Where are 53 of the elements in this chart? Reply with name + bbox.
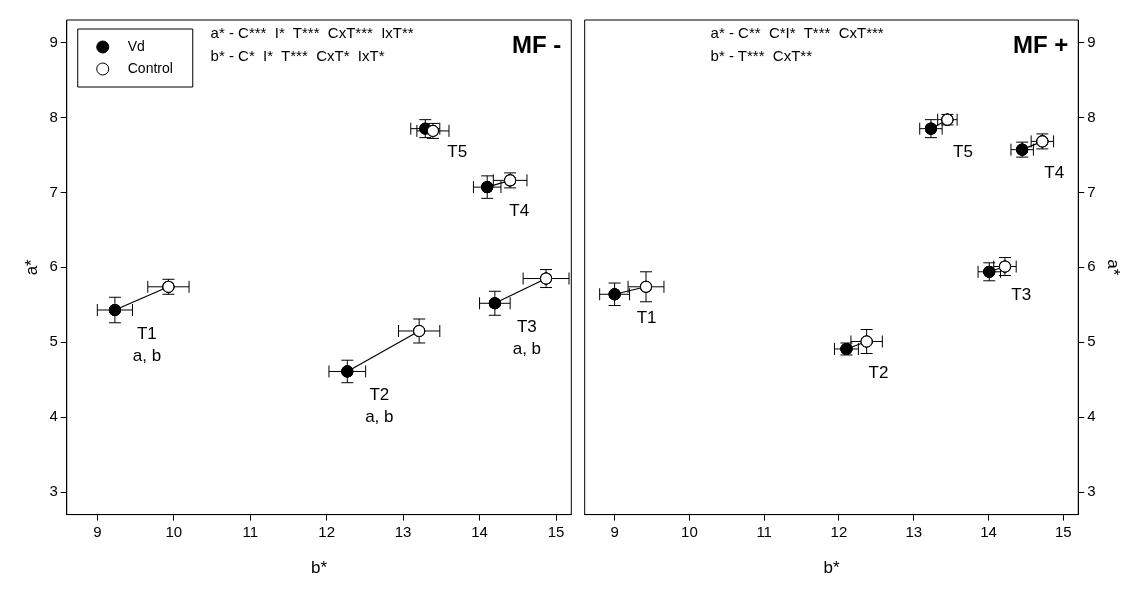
- annotation: a, b: [365, 407, 394, 427]
- x-tick-label: 15: [547, 522, 565, 540]
- y-tick-label: 7: [49, 182, 58, 200]
- annotation: T2: [868, 362, 889, 382]
- x-tick-label: 13: [905, 522, 923, 540]
- annotation: T1: [636, 307, 657, 327]
- annotation: b* - C* I* T*** CxT* IxT*: [210, 46, 385, 64]
- x-tick-label: 11: [756, 522, 772, 540]
- x-tick-label: 12: [318, 522, 336, 540]
- x-tick-label: 10: [681, 522, 698, 540]
- y-tick-label: 6: [49, 257, 58, 275]
- annotation: T4: [1044, 163, 1065, 183]
- y-tick-label: 3: [1087, 482, 1096, 500]
- legend-label: Vd: [127, 37, 145, 54]
- y-tick-label: 6: [1087, 257, 1096, 275]
- y-tick-label: 5: [1087, 332, 1096, 350]
- y-tick-label: 8: [1087, 107, 1096, 125]
- text: MF -: [511, 30, 562, 58]
- annotation: b* - T*** CxT**: [710, 46, 813, 64]
- x-tick-label: 14: [980, 522, 997, 540]
- legend-label: Control: [127, 59, 173, 76]
- y-tick-label: 5: [49, 332, 58, 350]
- x-axis-title: b*: [823, 558, 840, 578]
- x-tick-label: 10: [165, 522, 183, 540]
- y-tick-label: 7: [1087, 182, 1096, 200]
- annotation: T2: [369, 385, 390, 405]
- annotation: T5: [953, 142, 973, 162]
- annotation: T3: [1011, 285, 1032, 305]
- annotation: a, b: [512, 338, 542, 358]
- y-tick-label: 8: [49, 107, 58, 125]
- y-tick-label: 4: [1087, 407, 1096, 425]
- x-tick-label: 13: [394, 522, 412, 540]
- y-tick-label: 4: [49, 407, 58, 425]
- x-tick-label: 11: [242, 522, 259, 540]
- y-tick-label: 9: [1087, 32, 1096, 50]
- y-axis-title: a*: [21, 258, 41, 276]
- x-tick-label: 12: [830, 522, 848, 540]
- y-tick-label: 3: [49, 482, 58, 500]
- x-tick-label: 9: [93, 522, 102, 540]
- x-axis-title: b*: [310, 558, 328, 578]
- annotation: a* - C*** I* T*** CxT*** IxT**: [210, 23, 414, 41]
- annotation: T5: [447, 142, 468, 162]
- annotation: T1: [136, 323, 157, 343]
- y-tick-label: 9: [49, 32, 58, 50]
- annotation: T4: [509, 200, 530, 220]
- x-tick-label: 15: [1054, 522, 1072, 540]
- annotation: a, b: [132, 345, 162, 365]
- annotation: a* - C** C*I* T*** CxT***: [710, 23, 884, 41]
- y-axis-title: a*: [1104, 259, 1124, 276]
- x-tick-label: 14: [471, 522, 488, 540]
- text: MF +: [1012, 30, 1069, 58]
- x-tick-label: 9: [610, 522, 619, 540]
- annotation: T3: [516, 316, 537, 336]
